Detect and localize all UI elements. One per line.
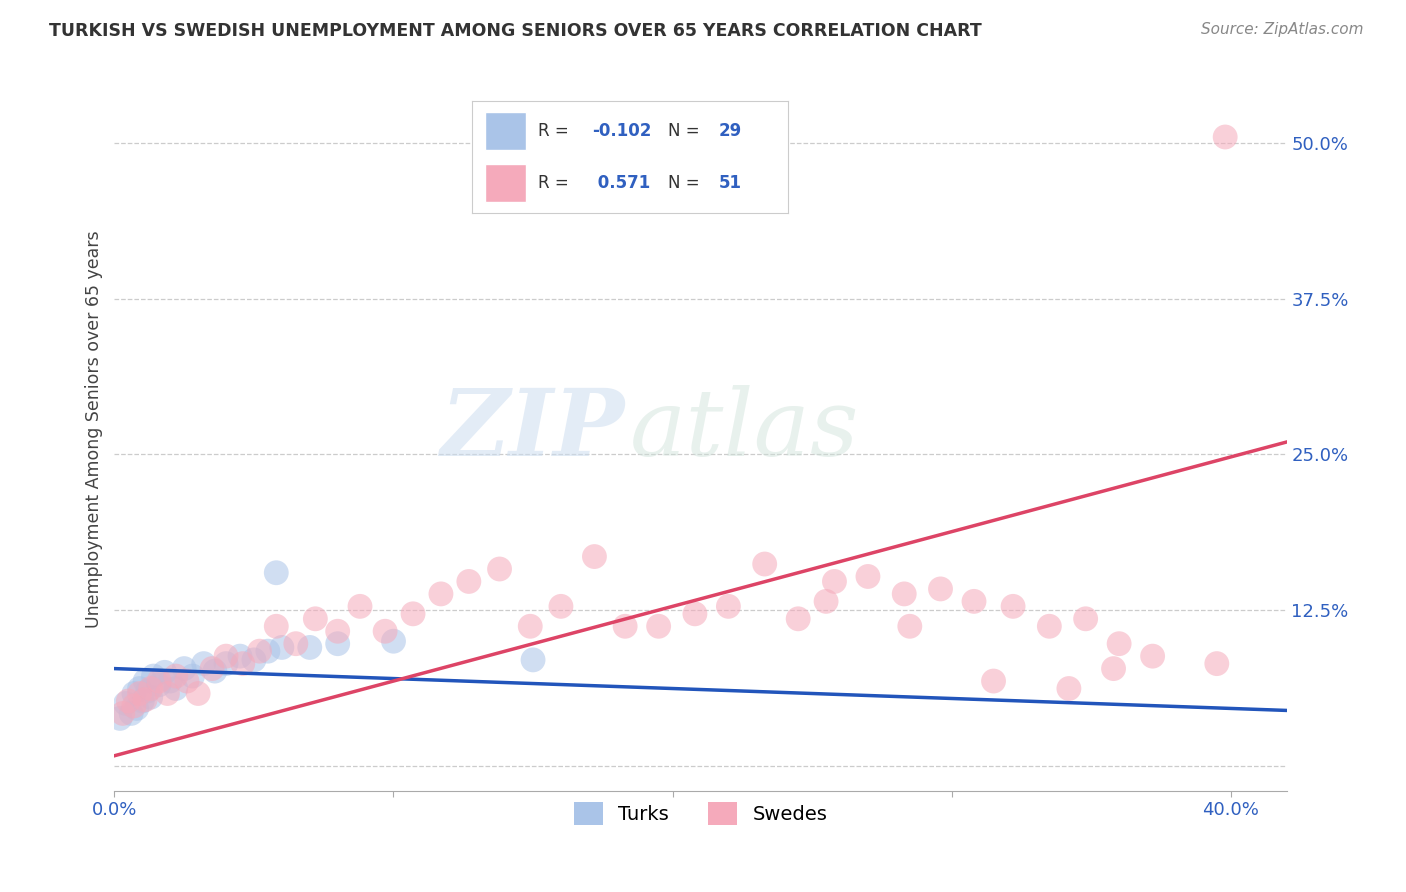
Point [550,599,572,614]
Point [181,669,204,683]
Point [1038,619,1060,633]
Text: Source: ZipAtlas.com: Source: ZipAtlas.com [1201,22,1364,37]
Point [963,594,986,608]
Point [1057,681,1080,696]
Point [232,657,254,671]
Point [134,674,156,689]
Point [382,634,405,648]
Point [266,619,288,633]
Point [243,653,266,667]
Point [173,662,195,676]
Point [122,686,145,700]
Point [159,674,181,689]
Point [117,694,139,708]
Legend: Turks, Swedes: Turks, Swedes [564,792,837,835]
Point [156,686,179,700]
Point [120,706,142,721]
Point [1142,649,1164,664]
Point [257,644,280,658]
Point [522,653,544,667]
Point [134,692,156,706]
Point [1002,599,1025,614]
Point [402,607,425,621]
Point [683,607,706,621]
Point [125,701,148,715]
Point [229,649,252,664]
Point [823,574,845,589]
Point [284,637,307,651]
Point [176,674,198,689]
Point [326,624,349,639]
Point [148,678,170,692]
Text: TURKISH VS SWEDISH UNEMPLOYMENT AMONG SENIORS OVER 65 YEARS CORRELATION CHART: TURKISH VS SWEDISH UNEMPLOYMENT AMONG SE… [49,22,981,40]
Point [153,665,176,680]
Point [430,587,453,601]
Point [1074,612,1097,626]
Point [893,587,915,601]
Text: ZIP: ZIP [440,384,624,475]
Point [583,549,606,564]
Point [1102,662,1125,676]
Point [266,566,288,580]
Point [488,562,510,576]
Point [856,569,879,583]
Point [111,706,134,721]
Point [136,684,159,698]
Point [215,657,238,671]
Point [326,637,349,651]
Point [1213,130,1236,145]
Point [929,582,952,596]
Text: atlas: atlas [630,384,859,475]
Point [114,697,136,711]
Y-axis label: Unemployment Among Seniors over 65 years: Unemployment Among Seniors over 65 years [86,231,103,628]
Point [647,619,669,633]
Point [519,619,541,633]
Point [193,657,215,671]
Point [165,681,187,696]
Point [457,574,479,589]
Point [187,686,209,700]
Point [249,644,271,658]
Point [131,694,153,708]
Point [128,681,150,696]
Point [201,662,224,676]
Point [108,711,131,725]
Point [898,619,921,633]
Point [1205,657,1227,671]
Point [983,674,1005,689]
Point [270,640,292,655]
Point [1108,637,1130,651]
Point [122,698,145,713]
Point [128,686,150,700]
Point [349,599,371,614]
Point [204,664,226,678]
Point [298,640,321,655]
Point [614,619,637,633]
Point [754,557,776,571]
Point [717,599,740,614]
Point [148,674,170,689]
Point [142,669,165,683]
Point [165,669,187,683]
Point [815,594,838,608]
Point [787,612,810,626]
Point [215,649,238,664]
Point [304,612,326,626]
Point [139,690,162,705]
Point [139,681,162,696]
Point [374,624,396,639]
